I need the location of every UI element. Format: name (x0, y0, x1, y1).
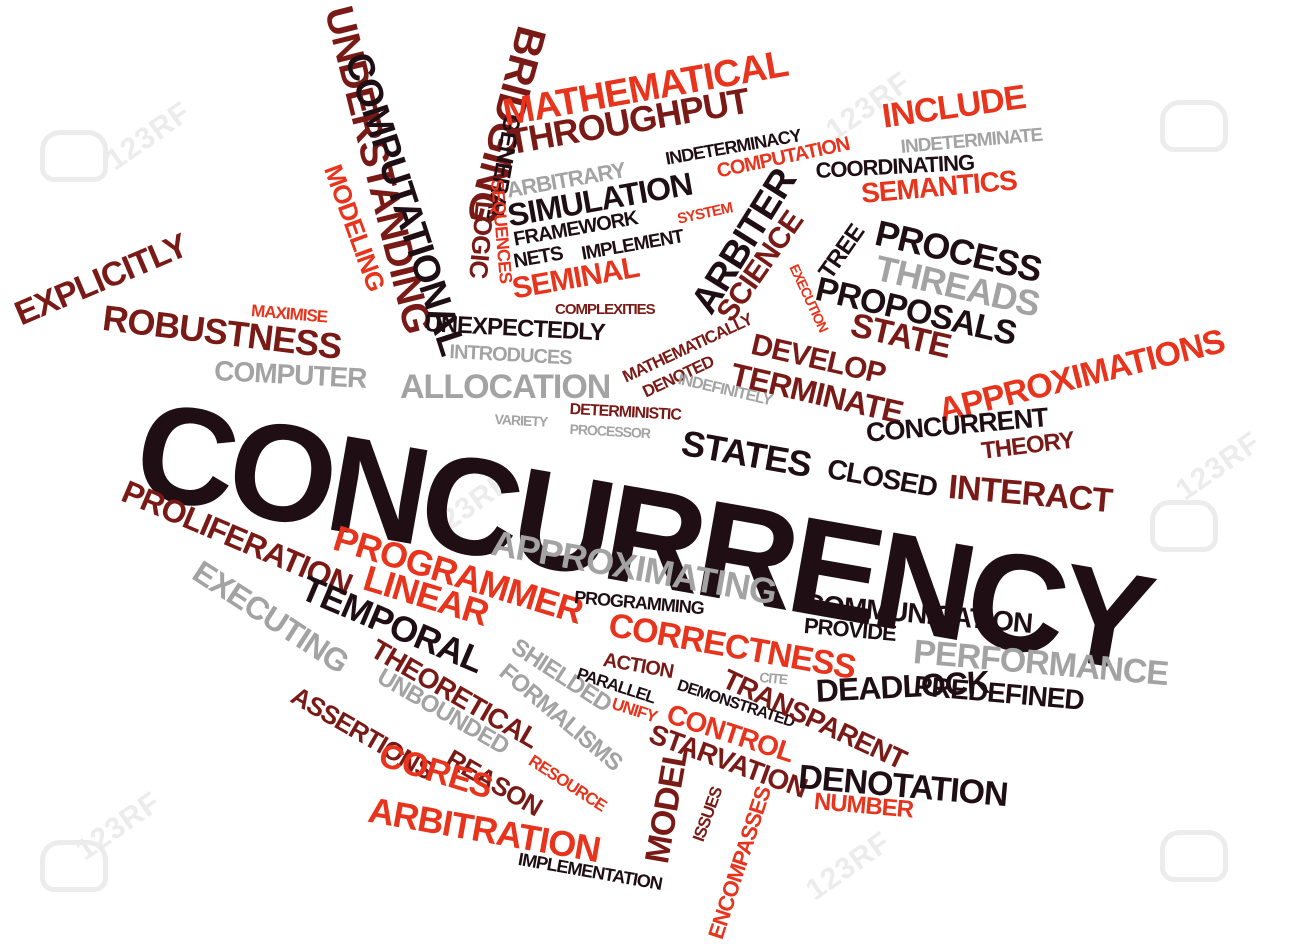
watermark-icon (1150, 500, 1218, 552)
watermark-icon (40, 130, 108, 182)
watermark: 123RF (800, 825, 897, 908)
word-variety: VARIETY (494, 411, 548, 430)
word-processor: PROCESSOR (569, 421, 651, 442)
word-introduces: INTRODUCES (448, 341, 573, 370)
word-logic: LOGIC (463, 199, 500, 280)
word-system: SYSTEM (675, 199, 734, 228)
word-interact: INTERACT (946, 468, 1114, 521)
word-complexities: COMPLEXITIES (555, 301, 656, 318)
word-issues: ISSUES (689, 784, 727, 845)
watermark: 123RF (1170, 425, 1267, 508)
watermark: 123RF (70, 785, 167, 868)
word-deterministic: DETERMINISTIC (569, 401, 682, 424)
word-number: NUMBER (812, 788, 915, 824)
watermark-icon (1160, 830, 1228, 882)
watermark-icon (1160, 100, 1228, 152)
word-allocation: ALLOCATION (400, 368, 611, 406)
watermark-icon (40, 840, 108, 892)
watermark: 123RF (100, 95, 197, 178)
word-model: MODEL (638, 743, 696, 867)
